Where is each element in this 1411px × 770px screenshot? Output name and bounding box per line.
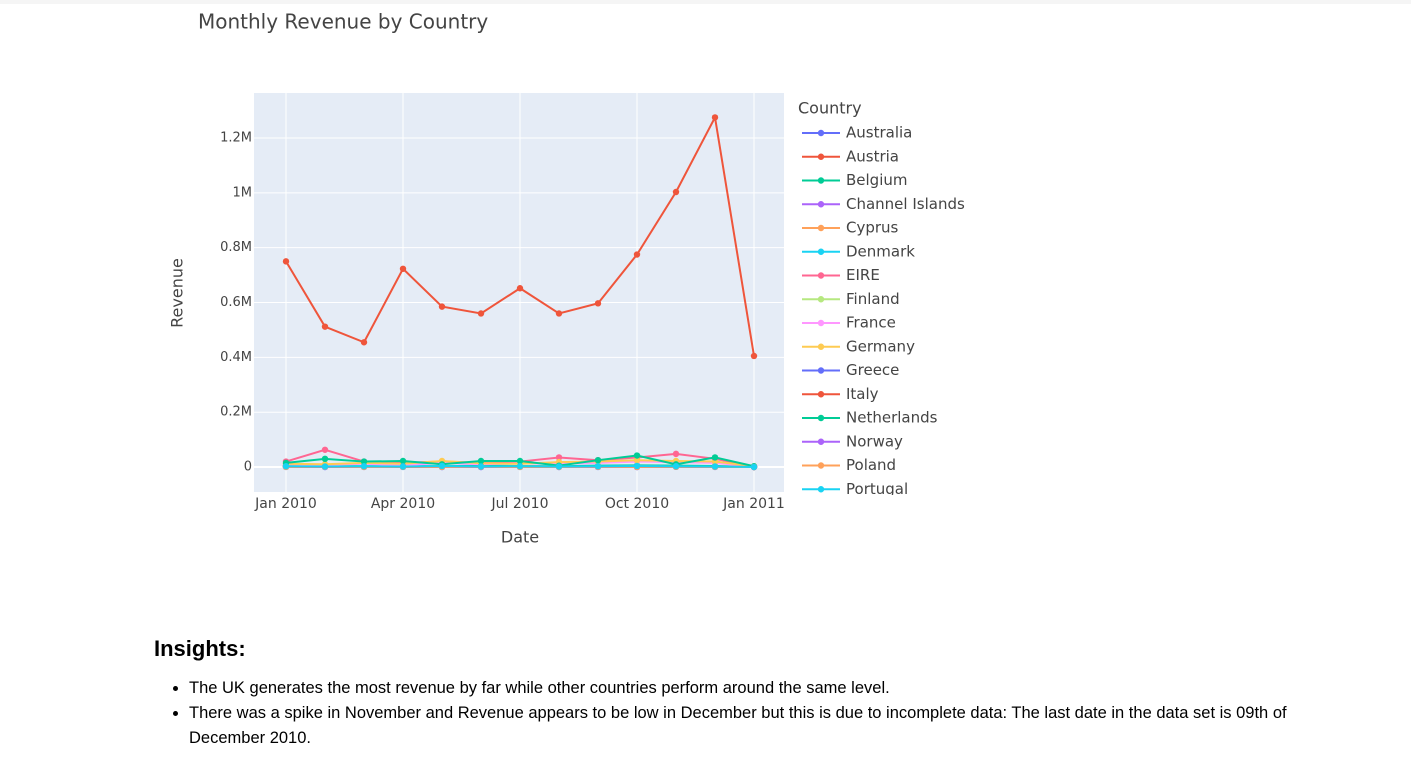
insights-title: Insights:: [154, 636, 246, 661]
legend-label: Finland: [846, 290, 900, 308]
legend-label: Italy: [846, 385, 879, 403]
x-tick-label: Oct 2010: [605, 496, 669, 512]
point: [321, 455, 329, 463]
chart-title: Monthly Revenue by Country: [198, 10, 488, 34]
y-tick-label: 0: [244, 460, 252, 475]
legend-label: Belgium: [846, 171, 908, 189]
insights: Insights: The UK generates the most reve…: [154, 636, 1364, 751]
insight-item: There was a spike in November and Revenu…: [189, 701, 1364, 751]
point: [711, 463, 719, 470]
legend-label: Austria: [846, 147, 899, 165]
y-tick-label: 1M: [233, 185, 253, 200]
legend: Australia Austria Belgium Channel Islands Cy…: [802, 124, 965, 498]
point: [360, 463, 368, 470]
y-tick-label: 0.2M: [220, 405, 252, 420]
legend-label: Netherlands: [846, 409, 938, 427]
point: [672, 463, 680, 470]
point: [438, 303, 446, 310]
legend-marker: [817, 319, 825, 327]
x-tick-label: Jan 2011: [722, 496, 785, 512]
x-tick-label: Apr 2010: [371, 496, 435, 512]
point: [399, 463, 407, 470]
y-tick-label: 0.8M: [220, 240, 252, 255]
plot-area: [254, 93, 784, 492]
legend-label: Greece: [846, 361, 899, 379]
x-tick-label: Jul 2010: [491, 496, 549, 512]
point: [477, 457, 485, 465]
insight-item: The UK generates the most revenue by far…: [189, 676, 1364, 701]
point: [555, 310, 563, 317]
legend-marker: [817, 438, 825, 445]
point: [477, 310, 485, 317]
point: [672, 188, 680, 196]
point: [750, 463, 758, 471]
point: [282, 258, 290, 265]
point: [711, 454, 719, 461]
point: [516, 285, 524, 292]
legend-label: Australia: [846, 124, 912, 142]
x-axis-label: Date: [501, 528, 539, 547]
point: [555, 454, 563, 461]
chart: Monthly Revenue by Country Date Revenue …: [168, 10, 965, 547]
point: [633, 462, 641, 470]
point: [672, 450, 680, 458]
legend-marker: [817, 177, 825, 184]
point: [321, 463, 329, 470]
x-tick-label: Jan 2010: [254, 496, 317, 512]
point: [477, 463, 485, 470]
point: [399, 265, 407, 272]
y-axis-label: Revenue: [168, 258, 187, 328]
legend-marker: [817, 201, 825, 208]
legend-label: Denmark: [846, 242, 915, 260]
point: [594, 456, 602, 464]
y-tick-label: 0.4M: [220, 350, 252, 365]
legend-marker: [817, 129, 825, 137]
point: [633, 452, 641, 459]
legend-label: Channel Islands: [846, 195, 965, 213]
legend-marker: [817, 343, 825, 350]
legend-marker: [817, 462, 825, 469]
legend-marker: [817, 367, 825, 374]
point: [438, 462, 446, 470]
legend-label: EIRE: [846, 266, 880, 284]
point: [516, 457, 524, 465]
legend-marker: [817, 153, 825, 160]
legend-label: Germany: [846, 337, 915, 355]
point: [399, 457, 407, 465]
point: [321, 323, 329, 330]
legend-marker: [817, 296, 825, 303]
legend-marker: [817, 486, 825, 493]
series-layer: [282, 114, 758, 471]
point: [321, 446, 329, 453]
legend-marker: [817, 414, 825, 422]
y-tick-label: 1.2M: [220, 130, 252, 145]
legend-marker: [817, 224, 825, 232]
y-tick-label: 0.6M: [220, 295, 252, 310]
insights-list: The UK generates the most revenue by far…: [154, 676, 1364, 751]
point: [555, 463, 563, 470]
point: [594, 300, 602, 307]
legend-label: Cyprus: [846, 219, 899, 237]
point: [594, 463, 602, 470]
point: [633, 456, 641, 464]
point: [360, 339, 368, 346]
point: [516, 463, 524, 470]
legend-title: Country: [798, 99, 862, 118]
point: [633, 251, 641, 258]
legend-marker: [817, 248, 825, 255]
point: [282, 463, 290, 470]
legend-marker: [817, 272, 825, 279]
point: [711, 114, 719, 121]
legend-label: France: [846, 314, 896, 332]
legend-label: Portugal: [846, 480, 908, 498]
legend-label: Poland: [846, 456, 896, 474]
legend-label: Norway: [846, 432, 903, 450]
legend-marker: [817, 391, 825, 398]
point: [750, 352, 758, 360]
top-bar: [0, 0, 1411, 4]
point: [360, 458, 368, 465]
